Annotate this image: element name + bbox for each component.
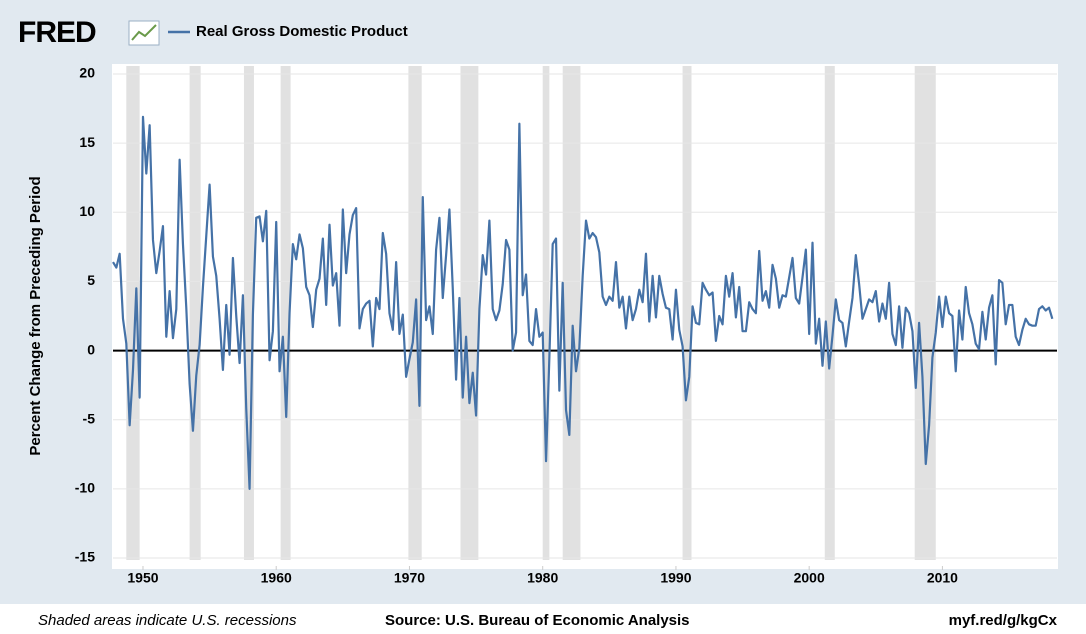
x-tick-label: 2010 — [927, 570, 958, 586]
recession-note: Shaded areas indicate U.S. recessions — [38, 612, 297, 629]
y-tick-label: 5 — [87, 272, 95, 288]
data — [112, 115, 1057, 490]
logo-icon — [128, 20, 160, 46]
x-tick-label: 1970 — [394, 570, 425, 586]
y-tick-label: 10 — [79, 203, 95, 219]
recession-band — [280, 66, 291, 560]
legend-label: Real Gross Domestic Product — [196, 23, 408, 40]
x-tick-label: 1980 — [527, 570, 558, 586]
x-tick-label: 2000 — [794, 570, 825, 586]
recession-band — [824, 66, 835, 560]
y-tick-label: -15 — [75, 549, 95, 565]
x-tick-label: 1950 — [127, 570, 158, 586]
link: myf.red/g/kgCx — [949, 612, 1058, 629]
recession-band — [460, 66, 479, 560]
recession-band — [243, 66, 254, 560]
series-line — [112, 115, 1054, 490]
recession-band — [914, 66, 936, 560]
recession-band — [189, 66, 201, 560]
y-axis-label: Percent Change from Preceding Period — [27, 176, 44, 455]
y-tick-label: 15 — [79, 134, 95, 150]
recession-band — [682, 66, 692, 560]
recession-band — [542, 66, 550, 560]
x-tick-label: 1990 — [660, 570, 691, 586]
recession-band — [126, 66, 140, 560]
logo: FRED — [18, 16, 96, 49]
y-tick-label: -10 — [75, 480, 95, 496]
y-tick-label: -5 — [83, 410, 96, 426]
x-tick-label: 1960 — [261, 570, 292, 586]
recession-band — [562, 66, 581, 560]
grid: -15 -10 -5 0 5 10 15 20 1950 1960 1970 1980 1990 2000… — [75, 65, 1057, 586]
recessions — [126, 66, 936, 560]
y-tick-label: 20 — [79, 65, 95, 81]
footer-background — [0, 604, 1086, 634]
y-tick-label: 0 — [87, 341, 95, 357]
source: Source: U.S. Bureau of Economic Analysis — [385, 612, 690, 629]
